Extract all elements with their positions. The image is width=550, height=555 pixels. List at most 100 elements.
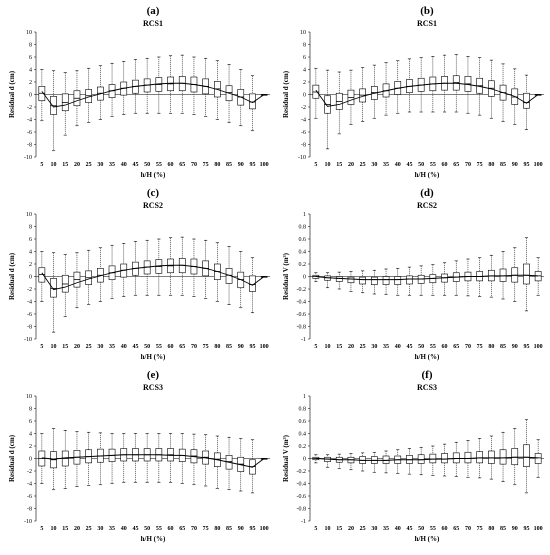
x-tick-label: 45 xyxy=(406,344,412,350)
y-tick-label: 1 xyxy=(303,394,306,400)
x-tick-label: 65 xyxy=(179,162,185,168)
x-axis-label: h/H (%) xyxy=(415,535,440,543)
x-tick-label: 50 xyxy=(418,162,424,168)
panel-label: (f) xyxy=(422,369,433,381)
y-tick-label: -4 xyxy=(27,482,32,488)
box-group-60 xyxy=(441,262,448,296)
box-group-5 xyxy=(38,69,46,122)
x-tick-label: 60 xyxy=(442,162,448,168)
x-tick-label: 85 xyxy=(226,344,232,350)
box-group-90 xyxy=(511,428,519,486)
x-tick-label: 50 xyxy=(144,526,150,532)
y-tick-label: 10 xyxy=(26,30,32,36)
iqr-box xyxy=(476,451,483,464)
x-tick-label: 80 xyxy=(214,162,220,168)
x-tick-label: 50 xyxy=(418,344,424,350)
y-tick-label: -1 xyxy=(301,519,306,525)
x-tick-label: 70 xyxy=(465,526,471,532)
x-tick-label: 20 xyxy=(74,344,80,350)
x-axis-label: h/H (%) xyxy=(141,353,166,361)
box-group-45 xyxy=(132,433,139,483)
y-tick-label: -0.8 xyxy=(297,325,307,331)
x-tick-label: 85 xyxy=(226,526,232,532)
y-tick-label: 0.2 xyxy=(299,262,307,268)
y-axis-label: Residual V (m³) xyxy=(282,252,290,300)
panel-b: (b) RCS1 -10 -8 -6 -4 -2 0 2 4 6 8 10 Residual d (cm)… xyxy=(282,5,544,179)
y-tick-label: 4 xyxy=(303,68,306,74)
panel-title: RCS2 xyxy=(143,201,163,210)
y-tick-label: -6 xyxy=(27,312,32,318)
x-tick-label: 55 xyxy=(430,344,436,350)
y-tick-label: -8 xyxy=(27,325,32,331)
box-group-60 xyxy=(167,237,174,296)
x-tick-label: 95 xyxy=(249,344,255,350)
trend-line xyxy=(41,82,265,108)
box-group-5 xyxy=(38,251,46,302)
x-tick-label: 75 xyxy=(203,162,209,168)
y-tick-label: 0.4 xyxy=(299,250,307,256)
x-axis-label: h/H (%) xyxy=(141,171,166,179)
x-tick-label: 60 xyxy=(168,162,174,168)
y-tick-label: -4 xyxy=(27,118,32,124)
x-axis-label: h/H (%) xyxy=(415,353,440,361)
y-tick-label: 1 xyxy=(303,212,306,218)
box-group-35 xyxy=(382,268,390,295)
x-tick-label: 45 xyxy=(132,526,138,532)
y-tick-label: 10 xyxy=(300,30,306,36)
box-group-65 xyxy=(452,260,460,296)
x-tick-label: 35 xyxy=(109,344,115,350)
box-group-40 xyxy=(394,449,402,474)
box-group-35 xyxy=(382,450,390,474)
y-tick-label: -6 xyxy=(27,494,32,500)
x-tick-label: 30 xyxy=(371,162,377,168)
y-tick-label: -8 xyxy=(27,507,32,513)
box-group-100 xyxy=(534,257,542,296)
box-group-55 xyxy=(155,56,163,114)
box-group-5 xyxy=(312,67,320,119)
box-group-60 xyxy=(441,443,448,477)
x-tick-label: 35 xyxy=(383,162,389,168)
y-tick-label: 0.8 xyxy=(299,225,307,231)
box-group-30 xyxy=(97,247,104,302)
box-group-40 xyxy=(394,60,402,114)
x-tick-label: 95 xyxy=(523,162,529,168)
box-group-35 xyxy=(108,62,116,117)
x-tick-label: 100 xyxy=(534,526,543,532)
box-group-15 xyxy=(61,72,69,136)
panel-d: (d) RCS2 -1 -0.8 -0.6 -0.4 -0.2 0 0.2 0.4 0.6 0.8 1 R… xyxy=(282,187,544,361)
y-tick-label: 8 xyxy=(29,225,32,231)
box-group-70 xyxy=(190,433,198,486)
y-tick-label: -10 xyxy=(24,155,32,161)
box-group-30 xyxy=(371,64,378,119)
y-tick-label: -8 xyxy=(27,143,32,149)
x-tick-label: 5 xyxy=(40,162,43,168)
y-tick-label: 8 xyxy=(29,407,32,413)
x-tick-label: 80 xyxy=(488,162,494,168)
box-group-70 xyxy=(190,238,198,297)
y-tick-label: 0 xyxy=(303,457,306,463)
box-group-15 xyxy=(61,254,69,317)
y-tick-label: 6 xyxy=(29,419,32,425)
x-tick-label: 20 xyxy=(348,344,354,350)
iqr-box xyxy=(50,278,57,298)
box-group-65 xyxy=(178,433,186,484)
y-tick-label: 0.2 xyxy=(299,444,307,450)
y-tick-label: 0 xyxy=(303,93,306,99)
y-tick-label: 10 xyxy=(26,394,32,400)
y-axis-label: Residual d (cm) xyxy=(8,70,16,118)
x-tick-label: 15 xyxy=(336,526,342,532)
box-group-55 xyxy=(155,238,163,296)
box-group-10 xyxy=(324,272,331,289)
panel-label: (a) xyxy=(147,5,160,17)
box-group-70 xyxy=(190,56,198,115)
box-group-25 xyxy=(85,431,92,486)
box-group-15 xyxy=(335,453,343,469)
iqr-box xyxy=(406,275,413,285)
panel-title: RCS3 xyxy=(143,383,163,392)
y-axis-label: Residual d (cm) xyxy=(8,434,16,482)
panel-title: RCS2 xyxy=(417,201,437,210)
x-tick-label: 60 xyxy=(168,526,174,532)
x-tick-label: 5 xyxy=(40,526,43,532)
box-group-20 xyxy=(347,69,355,125)
x-tick-label: 20 xyxy=(74,526,80,532)
